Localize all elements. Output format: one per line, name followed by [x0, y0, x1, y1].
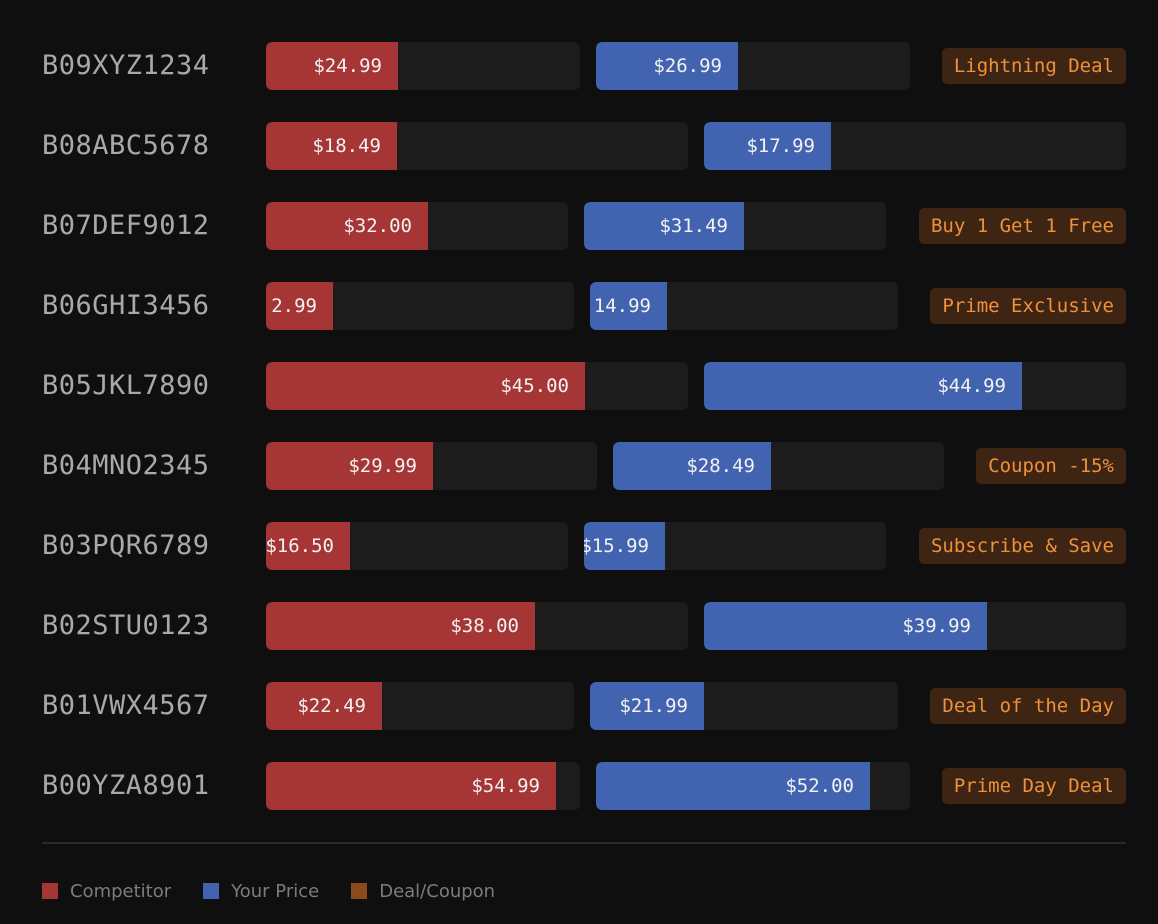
competitor-value-label: $32.00 [343, 215, 412, 237]
your-price-value-label: $26.99 [653, 55, 722, 77]
competitor-value-label: $22.49 [297, 695, 366, 717]
competitor-track: $24.99 [266, 42, 580, 90]
your-price-track: $17.99 [704, 122, 1126, 170]
your-price-bar [596, 762, 870, 810]
deal-badge: Prime Exclusive [930, 288, 1126, 324]
your-price-value-label: 14.99 [593, 295, 651, 317]
chart-row: B02STU0123 $38.00 $39.99 [0, 602, 1158, 650]
your-price-bar [704, 602, 987, 650]
chart-row: B08ABC5678 $18.49 $17.99 [0, 122, 1158, 170]
competitor-bar [266, 282, 333, 330]
competitor-track: $32.00 [266, 202, 568, 250]
your-price-track: $26.99 [596, 42, 910, 90]
your-price-track: $28.49 [613, 442, 944, 490]
asin-label: B09XYZ1234 [42, 50, 210, 81]
your-price-value-label: $52.00 [785, 775, 854, 797]
competitor-track: $38.00 [266, 602, 688, 650]
legend-item-competitor: Competitor [42, 881, 171, 902]
competitor-value-label: $38.00 [450, 615, 519, 637]
chart-row: B04MNO2345 $29.99 $28.49 Coupon -15% [0, 442, 1158, 490]
legend-label-competitor: Competitor [70, 880, 172, 902]
competitor-track: $54.99 [266, 762, 580, 810]
competitor-bar [266, 202, 428, 250]
chart-row: B01VWX4567 $22.49 $21.99 Deal of the Day [0, 682, 1158, 730]
legend-label-deal-coupon: Deal/Coupon [379, 880, 496, 902]
asin-label: B00YZA8901 [42, 770, 210, 801]
deal-badge: Buy 1 Get 1 Free [918, 208, 1126, 244]
competitor-value-label: $29.99 [348, 455, 417, 477]
your-price-bar [704, 122, 831, 170]
legend-item-your-price: Your Price [203, 881, 319, 902]
chart-row: B06GHI3456 2.99 14.99 Prime Exclusive [0, 282, 1158, 330]
competitor-bar [266, 522, 350, 570]
competitor-bar [266, 682, 382, 730]
competitor-bar [266, 602, 535, 650]
legend-swatch-your-price [203, 883, 220, 899]
your-price-value-label: $31.49 [659, 215, 728, 237]
asin-label: B02STU0123 [42, 610, 210, 641]
your-price-track: $39.99 [704, 602, 1126, 650]
competitor-value-label: $24.99 [313, 55, 382, 77]
competitor-bar [266, 442, 433, 490]
competitor-bar [266, 42, 398, 90]
competitor-value-label: $18.49 [312, 135, 381, 157]
asin-label: B05JKL7890 [42, 370, 210, 401]
your-price-value-label: $39.99 [902, 615, 971, 637]
your-price-value-label: $15.99 [584, 535, 649, 557]
your-price-value-label: $17.99 [746, 135, 815, 157]
deal-badge: Coupon -15% [976, 448, 1126, 484]
legend-divider [42, 842, 1126, 844]
competitor-track: $22.49 [266, 682, 574, 730]
competitor-value-label: $54.99 [471, 775, 540, 797]
your-price-value-label: $28.49 [686, 455, 755, 477]
chart-row: B09XYZ1234 $24.99 $26.99 Lightning Deal [0, 42, 1158, 90]
your-price-track: $15.99 [584, 522, 886, 570]
asin-label: B07DEF9012 [42, 210, 210, 241]
legend-label-your-price: Your Price [231, 880, 320, 902]
your-price-bar [590, 682, 704, 730]
chart-row: B00YZA8901 $54.99 $52.00 Prime Day Deal [0, 762, 1158, 810]
asin-label: B08ABC5678 [42, 130, 210, 161]
your-price-bar [584, 522, 665, 570]
competitor-track: $18.49 [266, 122, 688, 170]
competitor-track: 2.99 [266, 282, 574, 330]
deal-badge: Prime Day Deal [941, 768, 1126, 804]
asin-label: B01VWX4567 [42, 690, 210, 721]
your-price-bar [704, 362, 1022, 410]
chart-row: B03PQR6789 $16.50 $15.99 Subscribe & Save [0, 522, 1158, 570]
your-price-track: $44.99 [704, 362, 1126, 410]
competitor-bar [266, 762, 556, 810]
legend-swatch-deal-coupon [351, 883, 368, 899]
asin-label: B03PQR6789 [42, 530, 210, 561]
your-price-track: $52.00 [596, 762, 910, 810]
your-price-value-label: $21.99 [619, 695, 688, 717]
your-price-bar [596, 42, 738, 90]
deal-badge: Deal of the Day [930, 688, 1126, 724]
asin-label: B04MNO2345 [42, 450, 210, 481]
your-price-track: 14.99 [590, 282, 898, 330]
competitor-value-label: $45.00 [500, 375, 569, 397]
legend: Competitor Your Price Deal/Coupon [42, 878, 527, 904]
your-price-track: $31.49 [584, 202, 886, 250]
your-price-bar [590, 282, 667, 330]
competitor-track: $45.00 [266, 362, 688, 410]
chart-row: B07DEF9012 $32.00 $31.49 Buy 1 Get 1 Free [0, 202, 1158, 250]
legend-swatch-competitor [42, 883, 58, 899]
deal-badge: Subscribe & Save [918, 528, 1126, 564]
legend-item-deal-coupon: Deal/Coupon [351, 881, 495, 902]
chart-row: B05JKL7890 $45.00 $44.99 [0, 362, 1158, 410]
your-price-track: $21.99 [590, 682, 898, 730]
competitor-bar [266, 122, 397, 170]
competitor-value-label: 2.99 [271, 295, 317, 317]
deal-badge: Lightning Deal [941, 48, 1126, 84]
your-price-bar [613, 442, 771, 490]
competitor-track: $16.50 [266, 522, 568, 570]
competitor-track: $29.99 [266, 442, 597, 490]
your-price-bar [584, 202, 744, 250]
competitor-value-label: $16.50 [266, 535, 334, 557]
competitor-bar [266, 362, 585, 410]
asin-label: B06GHI3456 [42, 290, 210, 321]
your-price-value-label: $44.99 [937, 375, 1006, 397]
